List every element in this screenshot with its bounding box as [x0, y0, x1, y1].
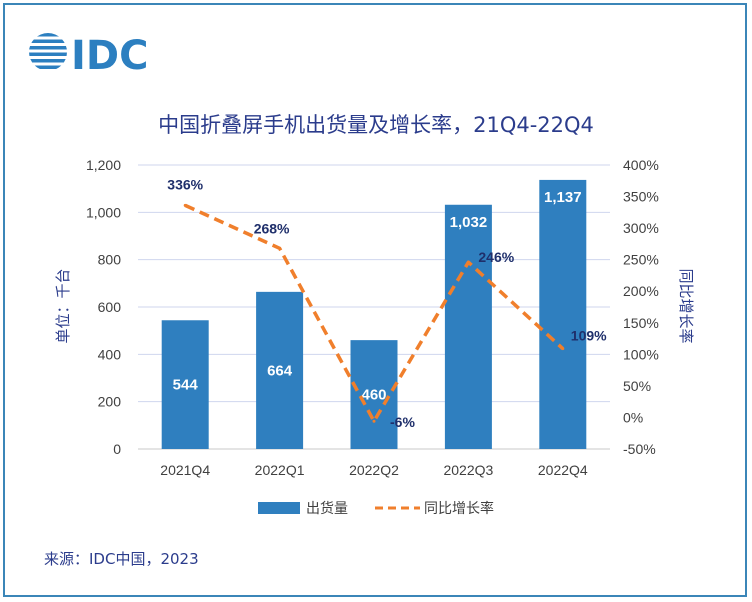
right-axis-title: 同比增长率 [677, 268, 695, 343]
line-series [183, 203, 565, 423]
y-tick-label: 800 [98, 252, 122, 268]
gridlines [138, 164, 610, 450]
bar-2022Q4 [539, 179, 587, 449]
idc-globe-icon [29, 33, 67, 69]
left-axis-title: 单位：千台 [54, 268, 72, 343]
bar-2022Q1 [256, 291, 304, 449]
y-tick-label: 0 [113, 441, 121, 457]
bar-2022Q3 [444, 204, 492, 449]
legend: 出货量 同比增长率 [258, 500, 494, 517]
growth-rate-point [278, 246, 282, 250]
bar-value-label: 460 [361, 387, 386, 404]
bar-value-label: 664 [267, 362, 293, 379]
growth-rate-label: 268% [254, 220, 290, 236]
y2-tick-label: 100% [623, 346, 659, 362]
growth-rate-label: 246% [478, 249, 514, 265]
bar-series [161, 179, 587, 449]
y2-tick-label: 0% [623, 409, 643, 425]
legend-line-label: 同比增长率 [424, 500, 494, 517]
left-axis-ticks: 0 200 400 600 800 1,000 1,200 [86, 157, 121, 457]
y-tick-label: 200 [98, 394, 122, 410]
growth-rate-label: -6% [390, 414, 415, 430]
legend-bar-label: 出货量 [306, 500, 348, 517]
x-tick-label: 2022Q2 [349, 462, 399, 478]
y2-tick-label: 400% [623, 157, 659, 173]
y2-tick-label: 150% [623, 315, 659, 331]
bar-value-label: 1,137 [544, 189, 582, 206]
idc-logo-text: IDC [71, 33, 148, 79]
y2-tick-label: 300% [623, 220, 659, 236]
y-tick-label: 1,200 [86, 157, 121, 173]
chart-frame [3, 3, 747, 597]
growth-rate-label: 336% [167, 176, 203, 192]
bar-value-label: 544 [173, 377, 199, 394]
x-axis-ticks: 2021Q4 2022Q1 2022Q2 2022Q3 2022Q4 [160, 462, 588, 478]
growth-rate-label: 109% [571, 328, 607, 344]
chart-title: 中国折叠屏手机出货量及增长率，21Q4-22Q4 [158, 113, 594, 137]
y-tick-label: 400 [98, 346, 122, 362]
source-note: 来源：IDC中国，2023 [44, 550, 199, 568]
growth-rate-point [561, 347, 565, 351]
y2-tick-label: 50% [623, 378, 651, 394]
growth-rate-point [183, 203, 187, 207]
y2-tick-label: 250% [623, 252, 659, 268]
growth-rate-point [466, 260, 470, 264]
growth-rate-line [184, 203, 564, 423]
x-tick-label: 2021Q4 [160, 462, 210, 478]
bar-2022Q2 [350, 340, 398, 449]
legend-bar-swatch [258, 502, 300, 514]
line-data-labels: 336% 268% -6% 246% 109% [167, 176, 607, 430]
y-tick-label: 600 [98, 299, 122, 315]
x-tick-label: 2022Q1 [255, 462, 305, 478]
y2-tick-label: 350% [623, 189, 659, 205]
x-tick-label: 2022Q4 [538, 462, 588, 478]
bar-value-label: 1,032 [450, 214, 488, 231]
x-tick-label: 2022Q3 [443, 462, 493, 478]
growth-rate-point [372, 419, 376, 423]
y2-tick-label: -50% [623, 441, 656, 457]
y2-tick-label: 200% [623, 283, 659, 299]
right-axis-ticks: -50% 0% 50% 100% 150% 200% 250% 300% 350% 400% [623, 157, 659, 457]
bar-2021Q4 [161, 320, 209, 449]
bar-data-labels: 544 664 460 1,032 1,137 [173, 189, 582, 404]
y-tick-label: 1,000 [86, 204, 121, 220]
